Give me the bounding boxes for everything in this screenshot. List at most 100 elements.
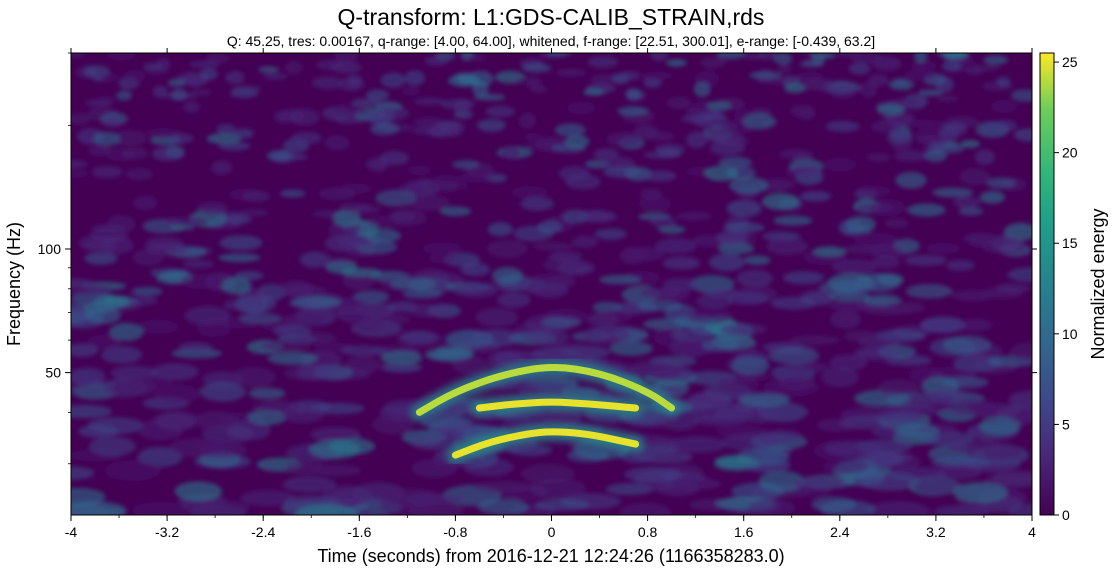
noise-blob: [555, 69, 586, 76]
noise-blob: [475, 307, 519, 327]
x-tick-label: -3.2: [155, 524, 179, 540]
noise-blob: [380, 362, 423, 373]
noise-blob: [225, 71, 245, 84]
noise-blob: [112, 380, 159, 396]
noise-blob: [366, 215, 409, 228]
noise-blob: [742, 53, 767, 60]
noise-blob: [907, 203, 946, 217]
noise-blob: [205, 53, 230, 64]
noise-blob: [718, 156, 753, 168]
noise-blob: [526, 78, 543, 90]
colorbar: 0 5 10 15 20 25: [1039, 52, 1078, 523]
noise-blob: [401, 86, 420, 96]
noise-blob: [850, 53, 883, 64]
noise-blob: [520, 196, 555, 211]
colorbar-label: Normalized energy: [1088, 208, 1108, 359]
noise-blob: [131, 286, 163, 296]
noise-blob: [640, 71, 673, 81]
noise-blob: [829, 311, 861, 328]
noise-blob: [206, 133, 242, 145]
noise-blob: [592, 301, 622, 313]
noise-blob: [624, 466, 682, 483]
noise-blob: [992, 119, 1018, 132]
noise-blob: [366, 89, 390, 101]
noise-blob: [365, 228, 402, 243]
noise-blob: [599, 274, 641, 285]
noise-blob: [424, 56, 449, 66]
noise-blob: [440, 99, 476, 110]
noise-blob: [662, 256, 701, 270]
noise-blob: [219, 235, 263, 251]
noise-blob: [288, 297, 324, 309]
noise-blob: [518, 112, 537, 129]
noise-blob: [476, 119, 506, 132]
noise-blob: [100, 117, 124, 127]
noise-blob: [439, 206, 472, 217]
noise-blob: [380, 350, 423, 366]
noise-blob: [351, 98, 381, 108]
noise-blob: [789, 335, 841, 346]
noise-blob: [239, 208, 269, 217]
noise-blob: [1013, 128, 1032, 142]
noise-blob: [197, 500, 251, 513]
noise-blob: [163, 216, 208, 228]
x-tick-label: 0.8: [638, 524, 658, 540]
chirp-tracks: [415, 364, 676, 459]
noise-blob: [783, 271, 825, 285]
noise-blob: [571, 235, 599, 248]
noise-blob: [524, 329, 570, 346]
noise-blob: [331, 237, 373, 248]
noise-blob: [294, 504, 358, 515]
noise-blob: [260, 340, 312, 352]
y-tick-label: 50: [45, 365, 61, 381]
noise-blob: [71, 343, 99, 358]
colorbar-tick-label: 0: [1062, 507, 1070, 523]
noise-blob: [87, 417, 145, 435]
noise-blob: [537, 220, 563, 234]
noise-blob: [651, 287, 691, 302]
noise-blob: [794, 475, 845, 491]
noise-blob: [221, 276, 252, 295]
noise-blob: [883, 405, 940, 418]
noise-blob: [918, 89, 943, 96]
noise-blob: [959, 168, 991, 186]
noise-blob: [700, 56, 726, 69]
x-tick-label: -2.4: [251, 524, 275, 540]
noise-blob: [407, 303, 449, 317]
noise-blob: [474, 480, 534, 494]
noise-blob: [409, 434, 459, 451]
noise-blob: [564, 134, 590, 149]
noise-blob: [886, 131, 914, 145]
noise-blob: [218, 253, 261, 263]
noise-blob: [821, 367, 859, 388]
noise-blob: [200, 68, 218, 81]
noise-blob: [859, 81, 878, 98]
noise-blob: [650, 215, 677, 228]
noise-blob: [263, 72, 288, 80]
x-tick-label: 1.6: [734, 524, 754, 540]
noise-blob: [703, 165, 739, 182]
noise-blob: [432, 174, 460, 192]
noise-blob: [71, 283, 111, 296]
noise-blob: [958, 319, 993, 332]
noise-blob: [567, 101, 596, 115]
noise-blob: [402, 289, 444, 299]
noise-blob: [867, 245, 905, 259]
noise-blob: [155, 384, 200, 404]
noise-blob: [738, 393, 791, 407]
noise-blob: [858, 472, 921, 491]
noise-blob: [324, 135, 350, 151]
colorbar-tick-label: 10: [1062, 326, 1078, 342]
noise-blob: [248, 387, 286, 400]
noise-blob: [630, 359, 677, 377]
noise-blob: [855, 185, 891, 197]
noise-blob: [296, 364, 336, 381]
noise-blob: [487, 222, 513, 237]
noise-blob: [71, 367, 106, 387]
noise-blob: [71, 53, 86, 58]
noise-blob: [428, 253, 458, 264]
noise-blob: [324, 60, 354, 68]
noise-blob: [825, 120, 860, 132]
noise-blob: [169, 438, 225, 458]
noise-blob: [334, 53, 358, 62]
